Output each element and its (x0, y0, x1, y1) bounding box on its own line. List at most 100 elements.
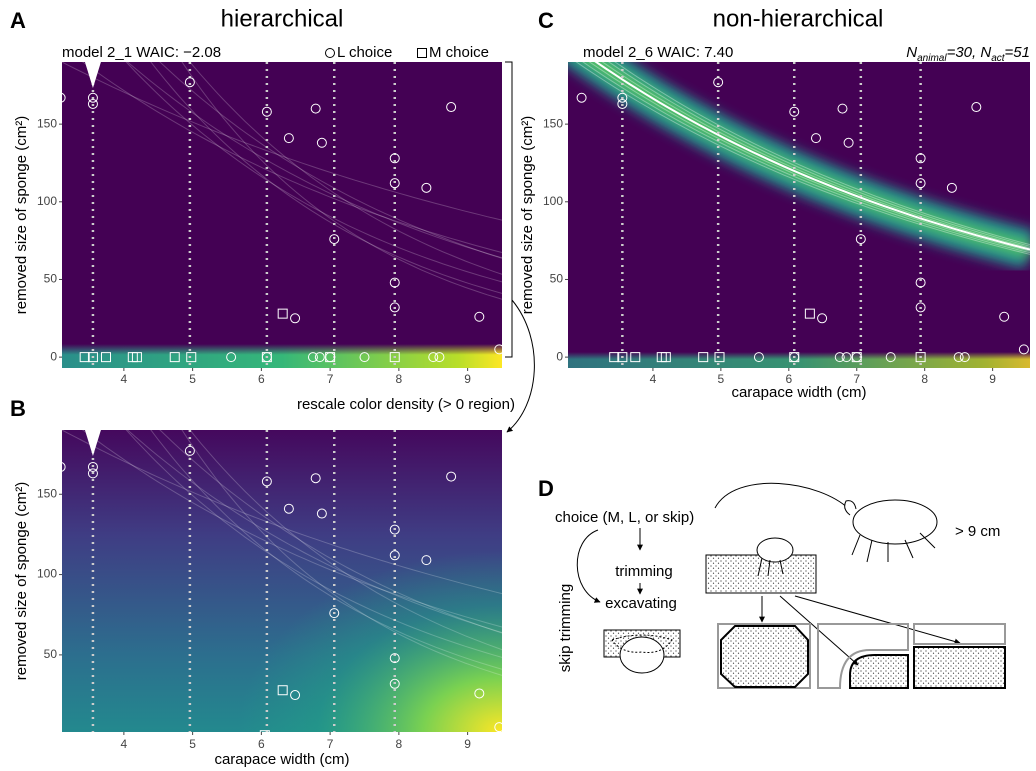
size-label: > 9 cm (955, 523, 1000, 540)
cut-piece (720, 625, 809, 688)
chart-title: non-hierarchical (713, 5, 884, 32)
point (915, 153, 926, 164)
point (1018, 344, 1029, 355)
point (184, 77, 195, 88)
posterior-line (62, 430, 502, 595)
y-axis-label: removed size of sponge (cm²) (13, 116, 30, 314)
skip-label: skip trimming (557, 584, 574, 672)
y-tick-label: 100 (37, 567, 57, 581)
crab-large (844, 499, 938, 563)
point (810, 133, 821, 144)
x-tick-label: 9 (464, 737, 471, 751)
x-tick-label: 7 (327, 372, 334, 386)
point (277, 308, 288, 319)
point (389, 524, 400, 535)
y-tick-label: 0 (50, 349, 57, 363)
chart-title: hierarchical (221, 5, 344, 32)
point (316, 508, 327, 519)
point (617, 92, 628, 103)
annotation-part: animal (917, 53, 947, 64)
legend-label: M choice (429, 44, 489, 61)
point (290, 313, 301, 324)
plot-area (62, 430, 502, 732)
x-tick-label: 9 (989, 372, 996, 386)
crab-in-sponge (619, 636, 665, 674)
y-axis-label: removed size of sponge (cm²) (13, 482, 30, 680)
y-tick-label: 50 (44, 272, 58, 286)
point (290, 690, 301, 701)
outline (913, 623, 1006, 645)
x-tick-label: 8 (396, 737, 403, 751)
annotation: Nanimal=30, Nact=51 (906, 44, 1030, 64)
point (855, 234, 866, 245)
point (576, 92, 587, 103)
y-tick-label: 0 (556, 349, 563, 363)
point (87, 461, 98, 472)
point (259, 730, 270, 732)
y-tick-label: 100 (37, 194, 57, 208)
point (837, 103, 848, 114)
point (494, 344, 502, 355)
x-tick-label: 4 (121, 737, 128, 751)
point (329, 234, 340, 245)
point (474, 311, 485, 322)
legend-symbol (325, 48, 335, 58)
posterior-line (62, 62, 502, 221)
x-tick-label: 8 (921, 372, 928, 386)
posterior-line (607, 62, 1030, 247)
big-arrow (714, 482, 851, 511)
point (804, 308, 815, 319)
posterior-line (189, 430, 502, 651)
panel-label: C (538, 8, 554, 33)
subtitle: model 2_6 WAIC: 7.40 (583, 44, 733, 61)
bracket (505, 61, 513, 358)
posterior-line (601, 62, 1030, 249)
point (283, 133, 294, 144)
point (389, 178, 400, 189)
posterior-line (126, 430, 502, 633)
y-tick-label: 150 (543, 116, 563, 130)
outline (817, 623, 909, 689)
point (713, 77, 724, 88)
legend-symbol (417, 48, 427, 58)
y-tick-label: 50 (550, 272, 564, 286)
point (314, 352, 325, 363)
x-tick-label: 6 (258, 737, 265, 751)
point (843, 137, 854, 148)
point (434, 352, 445, 363)
point (999, 311, 1010, 322)
posterior-line (181, 62, 502, 300)
point (389, 550, 400, 561)
density-hot (62, 430, 502, 732)
point (186, 352, 197, 363)
point (283, 503, 294, 514)
point (915, 277, 926, 288)
point (617, 98, 628, 109)
x-tick-label: 5 (718, 372, 725, 386)
point (359, 352, 370, 363)
point (131, 352, 142, 363)
point (753, 352, 764, 363)
point (87, 352, 98, 363)
trimming-label: trimming (615, 563, 673, 580)
x-tick-label: 9 (464, 372, 471, 386)
x-tick-label: 6 (258, 372, 265, 386)
point (915, 352, 926, 363)
x-tick-label: 7 (853, 372, 860, 386)
point (87, 98, 98, 109)
point (789, 352, 800, 363)
hole (611, 634, 673, 653)
x-tick-label: 5 (189, 737, 196, 751)
posterior-line (159, 430, 502, 634)
point (660, 352, 671, 363)
point (617, 352, 628, 363)
posterior-line (582, 62, 1030, 254)
point (834, 352, 845, 363)
subtitle: model 2_1 WAIC: −2.08 (62, 44, 221, 61)
point (389, 352, 400, 363)
point (329, 608, 340, 619)
rescale-arrow (506, 299, 535, 433)
point (789, 106, 800, 117)
point (915, 178, 926, 189)
posterior-line (159, 62, 502, 259)
